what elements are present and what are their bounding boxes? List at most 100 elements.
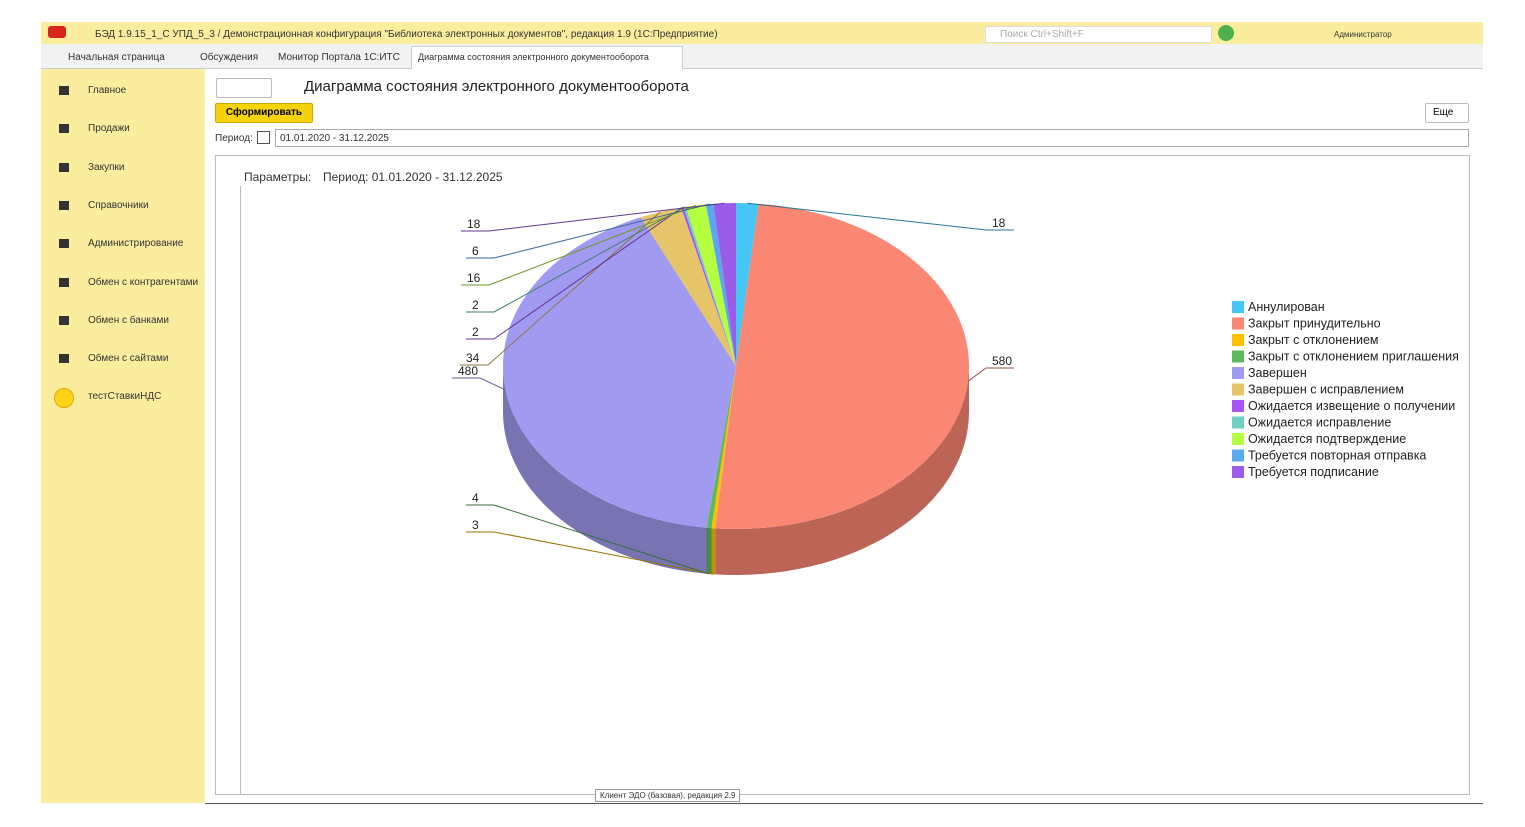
pie-slice: [681, 207, 736, 366]
pie-slice: [503, 217, 736, 528]
leader-line: [487, 211, 661, 366]
value-label: 34: [466, 351, 480, 365]
legend-label: Требуется повторная отправка: [1248, 449, 1426, 463]
legend-label: Ожидается подтверждение: [1248, 432, 1406, 446]
pie-slice-side: [711, 528, 716, 575]
value-label: 16: [467, 271, 481, 285]
nav-buttons[interactable]: [216, 78, 272, 98]
legend-swatch: [1232, 350, 1244, 363]
report-area: [215, 155, 1470, 795]
leader-line: [488, 202, 725, 232]
generate-button[interactable]: Сформировать: [215, 103, 313, 123]
leader-line: [967, 367, 987, 382]
leader-line: [493, 504, 710, 575]
pie-slice: [683, 206, 736, 366]
sidebar-icon: [59, 354, 69, 364]
search-placeholder: Поиск Ctrl+Shift+F: [1000, 29, 1084, 40]
sidebar-item[interactable]: Администрирование: [88, 238, 184, 250]
pie-slice-side: [503, 366, 707, 574]
search-box[interactable]: [985, 26, 1212, 43]
tab[interactable]: Начальная страница: [68, 52, 165, 63]
legend-swatch: [1232, 466, 1244, 478]
status-tooltip: Клиент ЭДО (базовая), редакция 2.9: [595, 789, 741, 802]
user-name[interactable]: Администратор: [1334, 30, 1392, 39]
form-title: Диаграмма состояния электронного докумен…: [304, 78, 689, 95]
leader-line: [493, 203, 710, 259]
sidebar-item[interactable]: Главное: [88, 85, 127, 96]
sidebar-icon: [59, 200, 69, 210]
period-label: Период:: [215, 133, 253, 144]
pie-slice: [640, 207, 736, 366]
sidebar-icon: [59, 86, 69, 95]
report-margin: [240, 186, 241, 794]
params-label: Параметры:: [244, 170, 312, 184]
sidebar-icon: [54, 388, 74, 409]
sidebar-item[interactable]: Закупки: [88, 161, 125, 173]
pie-slice-side: [706, 527, 712, 575]
leader-line: [493, 206, 683, 340]
legend-swatch: [1232, 383, 1244, 396]
pie-slice: [715, 203, 969, 529]
value-label: 3: [472, 518, 479, 532]
pie-slice: [711, 366, 736, 529]
legend-swatch: [1232, 400, 1244, 412]
leader-line: [493, 206, 686, 313]
pie-slice: [736, 203, 759, 366]
legend-swatch: [1232, 301, 1244, 313]
leader-line: [488, 204, 697, 286]
sidebar-icon: [59, 239, 69, 249]
value-label: 6: [472, 244, 479, 258]
value-label: 480: [458, 364, 478, 378]
legend-swatch: [1232, 317, 1244, 330]
legend-swatch: [1232, 334, 1244, 346]
sidebar-icon: [59, 277, 69, 287]
legend-label: Завершен: [1248, 366, 1307, 380]
legend-label: Завершен с исправлением: [1248, 383, 1404, 397]
more-button[interactable]: Еще: [1425, 103, 1469, 123]
tab[interactable]: Монитор Портала 1С:ИТС: [278, 52, 400, 63]
sidebar-item[interactable]: Справочники: [88, 199, 149, 211]
tab[interactable]: Обсуждения: [200, 52, 259, 63]
sidebar-item[interactable]: тестСтавкиНДС: [88, 391, 162, 403]
value-label: 18: [992, 216, 1006, 230]
legend-label: Ожидается извещение о получении: [1248, 399, 1455, 413]
legend-swatch: [1232, 367, 1244, 379]
legend-label: Требуется подписание: [1248, 465, 1379, 479]
sidebar-icon: [59, 315, 69, 325]
pie-slice-side: [715, 366, 969, 575]
legend-label: Закрыт с отклонением приглашения: [1248, 350, 1459, 364]
sidebar-item[interactable]: Обмен с контрагентами: [88, 276, 199, 288]
value-label: 4: [472, 491, 479, 505]
leader-line: [493, 531, 714, 575]
sidebar-item[interactable]: Обмен с сайтами: [88, 353, 169, 365]
pie-slice: [713, 203, 736, 366]
tab[interactable]: Диаграмма состояния электронного докумен…: [418, 52, 649, 62]
tab-bar: [41, 44, 1483, 69]
legend-label: Закрыт с отклонением: [1248, 333, 1379, 347]
value-label: 580: [992, 354, 1012, 368]
notifications-icon[interactable]: [1218, 25, 1234, 41]
sidebar-item[interactable]: Продажи: [88, 123, 130, 135]
active-tab[interactable]: [411, 46, 683, 69]
period-value: 01.01.2020 - 31.12.2025: [280, 133, 389, 144]
leader-line: [479, 377, 506, 391]
sidebar-item[interactable]: Обмен с банками: [88, 314, 170, 326]
leader-line: [747, 202, 987, 231]
legend-label: Закрыт принудительно: [1248, 317, 1381, 331]
pie-slice: [686, 204, 736, 366]
period-field[interactable]: [275, 129, 1469, 147]
value-label: 18: [467, 217, 481, 231]
legend-label: Аннулирован: [1248, 300, 1325, 314]
window-title: БЭД 1.9.15_1_С УПД_5_3 / Демонстрационна…: [95, 29, 718, 40]
sidebar: [41, 69, 205, 803]
pie-slice: [706, 366, 736, 529]
sidebar-icon: [59, 162, 69, 172]
legend-swatch: [1232, 416, 1244, 429]
value-label: 2: [472, 325, 479, 339]
legend-label: Ожидается исправление: [1248, 416, 1391, 430]
logo: [48, 26, 66, 38]
params-value: Период: 01.01.2020 - 31.12.2025: [323, 170, 503, 184]
period-checkbox[interactable]: [257, 131, 270, 144]
pie-slice: [705, 203, 736, 366]
